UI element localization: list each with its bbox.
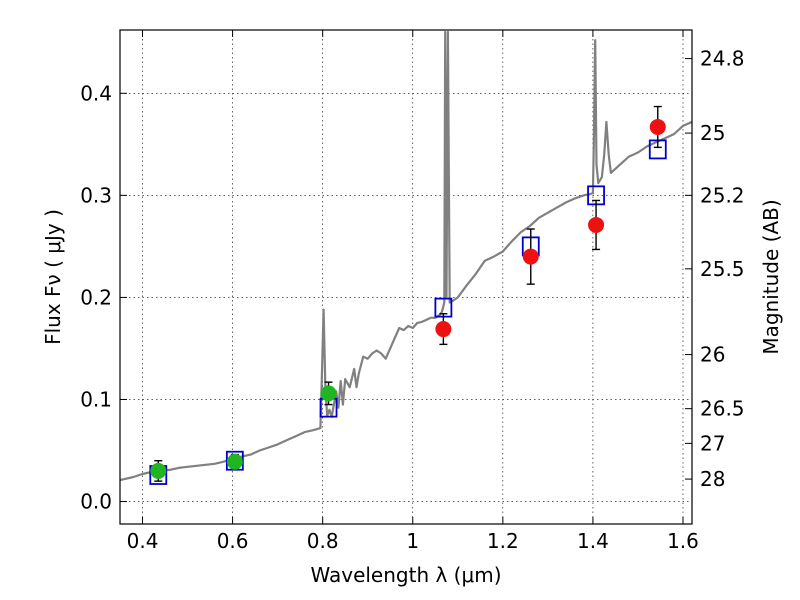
circle-marker [320,385,337,402]
y2-tick-label: 25.2 [700,183,745,207]
plot-frame [119,29,693,525]
circle-marker [226,453,243,470]
y-tick-label: 0.1 [80,387,112,411]
model-spectrum [120,30,692,482]
circle-marker [522,248,539,265]
data-markers [149,105,667,485]
y-tick-label: 0.4 [80,81,112,105]
y2-tick-label: 26.5 [700,397,745,421]
y-tick-label: 0.0 [80,490,112,514]
y2-tick-label: 25 [700,121,725,145]
y-tick-label: 0.3 [80,183,112,207]
y2-tick-label: 27 [700,431,725,455]
circle-marker [649,118,666,135]
circle-marker [150,462,167,479]
y2-axis-title: Magnitude (AB) [759,199,783,354]
x-tick-label: 1.4 [577,529,609,553]
plot-background [120,30,692,524]
circle-marker [588,216,605,233]
x-tick-label: 0.8 [307,529,339,553]
y2-tick-label: 28 [700,467,725,491]
x-tick-label: 0.6 [217,529,249,553]
axes: 0.4 0.6 0.8 1 1.2 1.4 1.6 0.0 0.1 0.2 0.3 0.4 24.8 25… [80,30,745,553]
circle-marker [435,321,452,338]
grid [120,30,692,524]
x-tick-label: 1.6 [667,529,699,553]
x-axis-title: Wavelength λ (μm) [310,563,501,587]
y-tick-label: 0.2 [80,285,112,309]
y-axis-title: Flux Fν ( μJy ) [41,209,65,345]
x-tick-label: 1.2 [487,529,519,553]
x-tick-label: 1 [406,529,419,553]
x-tick-label: 0.4 [127,529,159,553]
y2-tick-label: 26 [700,343,725,367]
y2-tick-label: 24.8 [700,47,745,71]
spectrum-line [120,30,692,482]
y2-tick-label: 25.5 [700,257,745,281]
